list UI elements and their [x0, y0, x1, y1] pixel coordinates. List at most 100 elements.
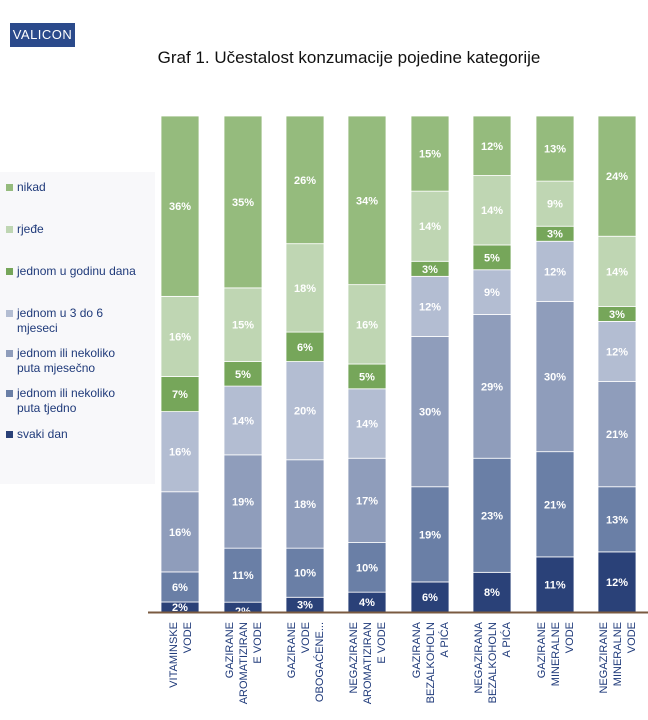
data-label: 5%: [484, 252, 500, 264]
x-tick-label-line: E VODE: [252, 622, 264, 664]
x-tick-label-line: GAZIRANE: [224, 622, 236, 678]
legend-swatch: [6, 350, 13, 357]
x-tick-label-line: NEGAZIRANE: [348, 622, 360, 694]
x-tick-label-line: VITAMINSKE: [168, 622, 180, 688]
legend-swatch: [6, 184, 13, 191]
data-label: 6%: [172, 582, 188, 594]
x-tick-label-line: NEGAZIRANE: [598, 622, 610, 694]
data-label: 2%: [172, 602, 188, 614]
x-tick-label: NEGAZIRANE AROMATIZIRAN E VODE: [348, 622, 388, 704]
data-label: 14%: [232, 415, 254, 427]
legend-swatch: [6, 310, 13, 317]
bar-stack: 6% 19% 30% 12% 3% 14% 15%: [410, 115, 450, 613]
data-label: 4%: [359, 597, 375, 609]
data-label: 16%: [169, 527, 191, 539]
legend-item: rjeđe: [6, 222, 156, 237]
legend-label: jednom ili nekoliko puta tjedno: [17, 386, 116, 415]
data-label: 23%: [481, 510, 503, 522]
legend-item: jednom ili nekoliko puta mjesečno: [6, 346, 156, 376]
x-tick-label: GAZIRANE VODE OBOGAĆENE...: [286, 622, 326, 702]
data-label: 11%: [232, 570, 254, 582]
x-tick-label-line: GAZIRANE: [286, 622, 298, 678]
data-label: 15%: [419, 149, 441, 161]
legend-label: jednom u 3 do 6 mjeseci: [17, 306, 104, 335]
x-tick-label-line: AROMATIZIRAN: [362, 622, 374, 704]
bar-segment: [597, 321, 637, 382]
x-tick-label: GAZIRANE AROMATIZIRAN E VODE: [224, 622, 264, 704]
bar-stack: 2% 6% 16% 16% 7% 16% 36%: [160, 115, 200, 614]
bar-segment: [535, 451, 575, 558]
x-tick-label-line: VODE: [182, 622, 194, 653]
bar-segment: [347, 363, 387, 390]
data-label: 12%: [606, 577, 628, 589]
data-label: 9%: [484, 287, 500, 299]
legend-item: jednom ili nekoliko puta tjedno: [6, 386, 156, 416]
data-label: 18%: [294, 283, 316, 295]
x-tick-label: NEGAZIRANA BEZALKOHOLN A PIĆA: [473, 621, 513, 703]
legend-swatch: [6, 268, 13, 275]
data-label: 30%: [544, 372, 566, 384]
data-label: 14%: [419, 221, 441, 233]
data-label: 10%: [294, 568, 316, 580]
bar-segment: [410, 115, 450, 192]
bar-segment: [597, 235, 637, 307]
legend-item: nikad: [6, 180, 156, 195]
x-tick-label-line: OBOGAĆENE...: [313, 622, 326, 702]
legend-item: svaki dan: [6, 427, 156, 442]
bar-segment: [223, 287, 263, 362]
data-label: 13%: [544, 144, 566, 156]
bar-segment: [347, 457, 387, 543]
x-tick-label-line: MINERALNE: [550, 622, 562, 686]
data-label: 17%: [356, 495, 378, 507]
bar-segment: [223, 361, 263, 387]
legend-label: rjeđe: [17, 222, 44, 236]
data-label: 7%: [172, 389, 188, 401]
legend-swatch: [6, 431, 13, 438]
x-tick-label-line: BEZALKOHOLN: [425, 622, 437, 703]
bar-segment: [160, 411, 200, 493]
legend-label: jednom ili nekoliko puta mjesečno: [17, 346, 116, 375]
bar-segment: [410, 275, 450, 337]
bar-segment: [597, 486, 637, 553]
data-label: 3%: [422, 264, 438, 276]
data-label: 6%: [297, 342, 313, 354]
legend-item: jednom u 3 do 6 mjeseci: [6, 306, 156, 336]
x-tick-label: NEGAZIRANE MINERALNE VODE: [598, 622, 638, 694]
data-label: 16%: [169, 447, 191, 459]
bar-segment: [285, 361, 325, 461]
bar-segment: [347, 115, 387, 286]
valicon-logo: VALICON: [10, 23, 75, 47]
x-tick-label-line: E VODE: [376, 622, 388, 664]
bar-segment: [410, 486, 450, 583]
data-label: 5%: [359, 371, 375, 383]
data-label: 20%: [294, 406, 316, 418]
bar-segment: [285, 115, 325, 245]
data-label: 6%: [422, 592, 438, 604]
bar-stack: 4% 10% 17% 14% 5% 16% 34%: [347, 115, 387, 613]
bar-segment: [597, 115, 637, 237]
data-label: 11%: [544, 579, 566, 591]
bar-segment: [285, 547, 325, 598]
bar-segment: [347, 542, 387, 593]
data-label: 26%: [294, 175, 316, 187]
data-label: 3%: [297, 600, 313, 612]
chart-title: Graf 1. Učestalost konzumacije pojedine …: [157, 48, 541, 67]
data-label: 14%: [606, 266, 628, 278]
legend-item: jednom u godinu dana: [6, 264, 156, 279]
x-tick-label-line: AROMATIZIRAN: [238, 622, 250, 704]
data-label: 12%: [544, 266, 566, 278]
bar-segment: [160, 376, 200, 412]
data-label: 21%: [544, 499, 566, 511]
bar-segment: [472, 115, 512, 176]
bar-segment: [535, 556, 575, 613]
x-tick-label: GAZIRANE MINERALNE VODE: [536, 622, 576, 686]
x-tick-label-line: A PIĆA: [438, 621, 451, 657]
data-label: 19%: [232, 497, 254, 509]
legend-label: nikad: [17, 180, 46, 194]
bar-segment: [223, 454, 263, 549]
data-label: 10%: [356, 562, 378, 574]
bar-segment: [285, 243, 325, 333]
bar-stack: 2%11%19%14%5%15%35%: [223, 115, 263, 618]
data-label: 12%: [419, 301, 441, 313]
